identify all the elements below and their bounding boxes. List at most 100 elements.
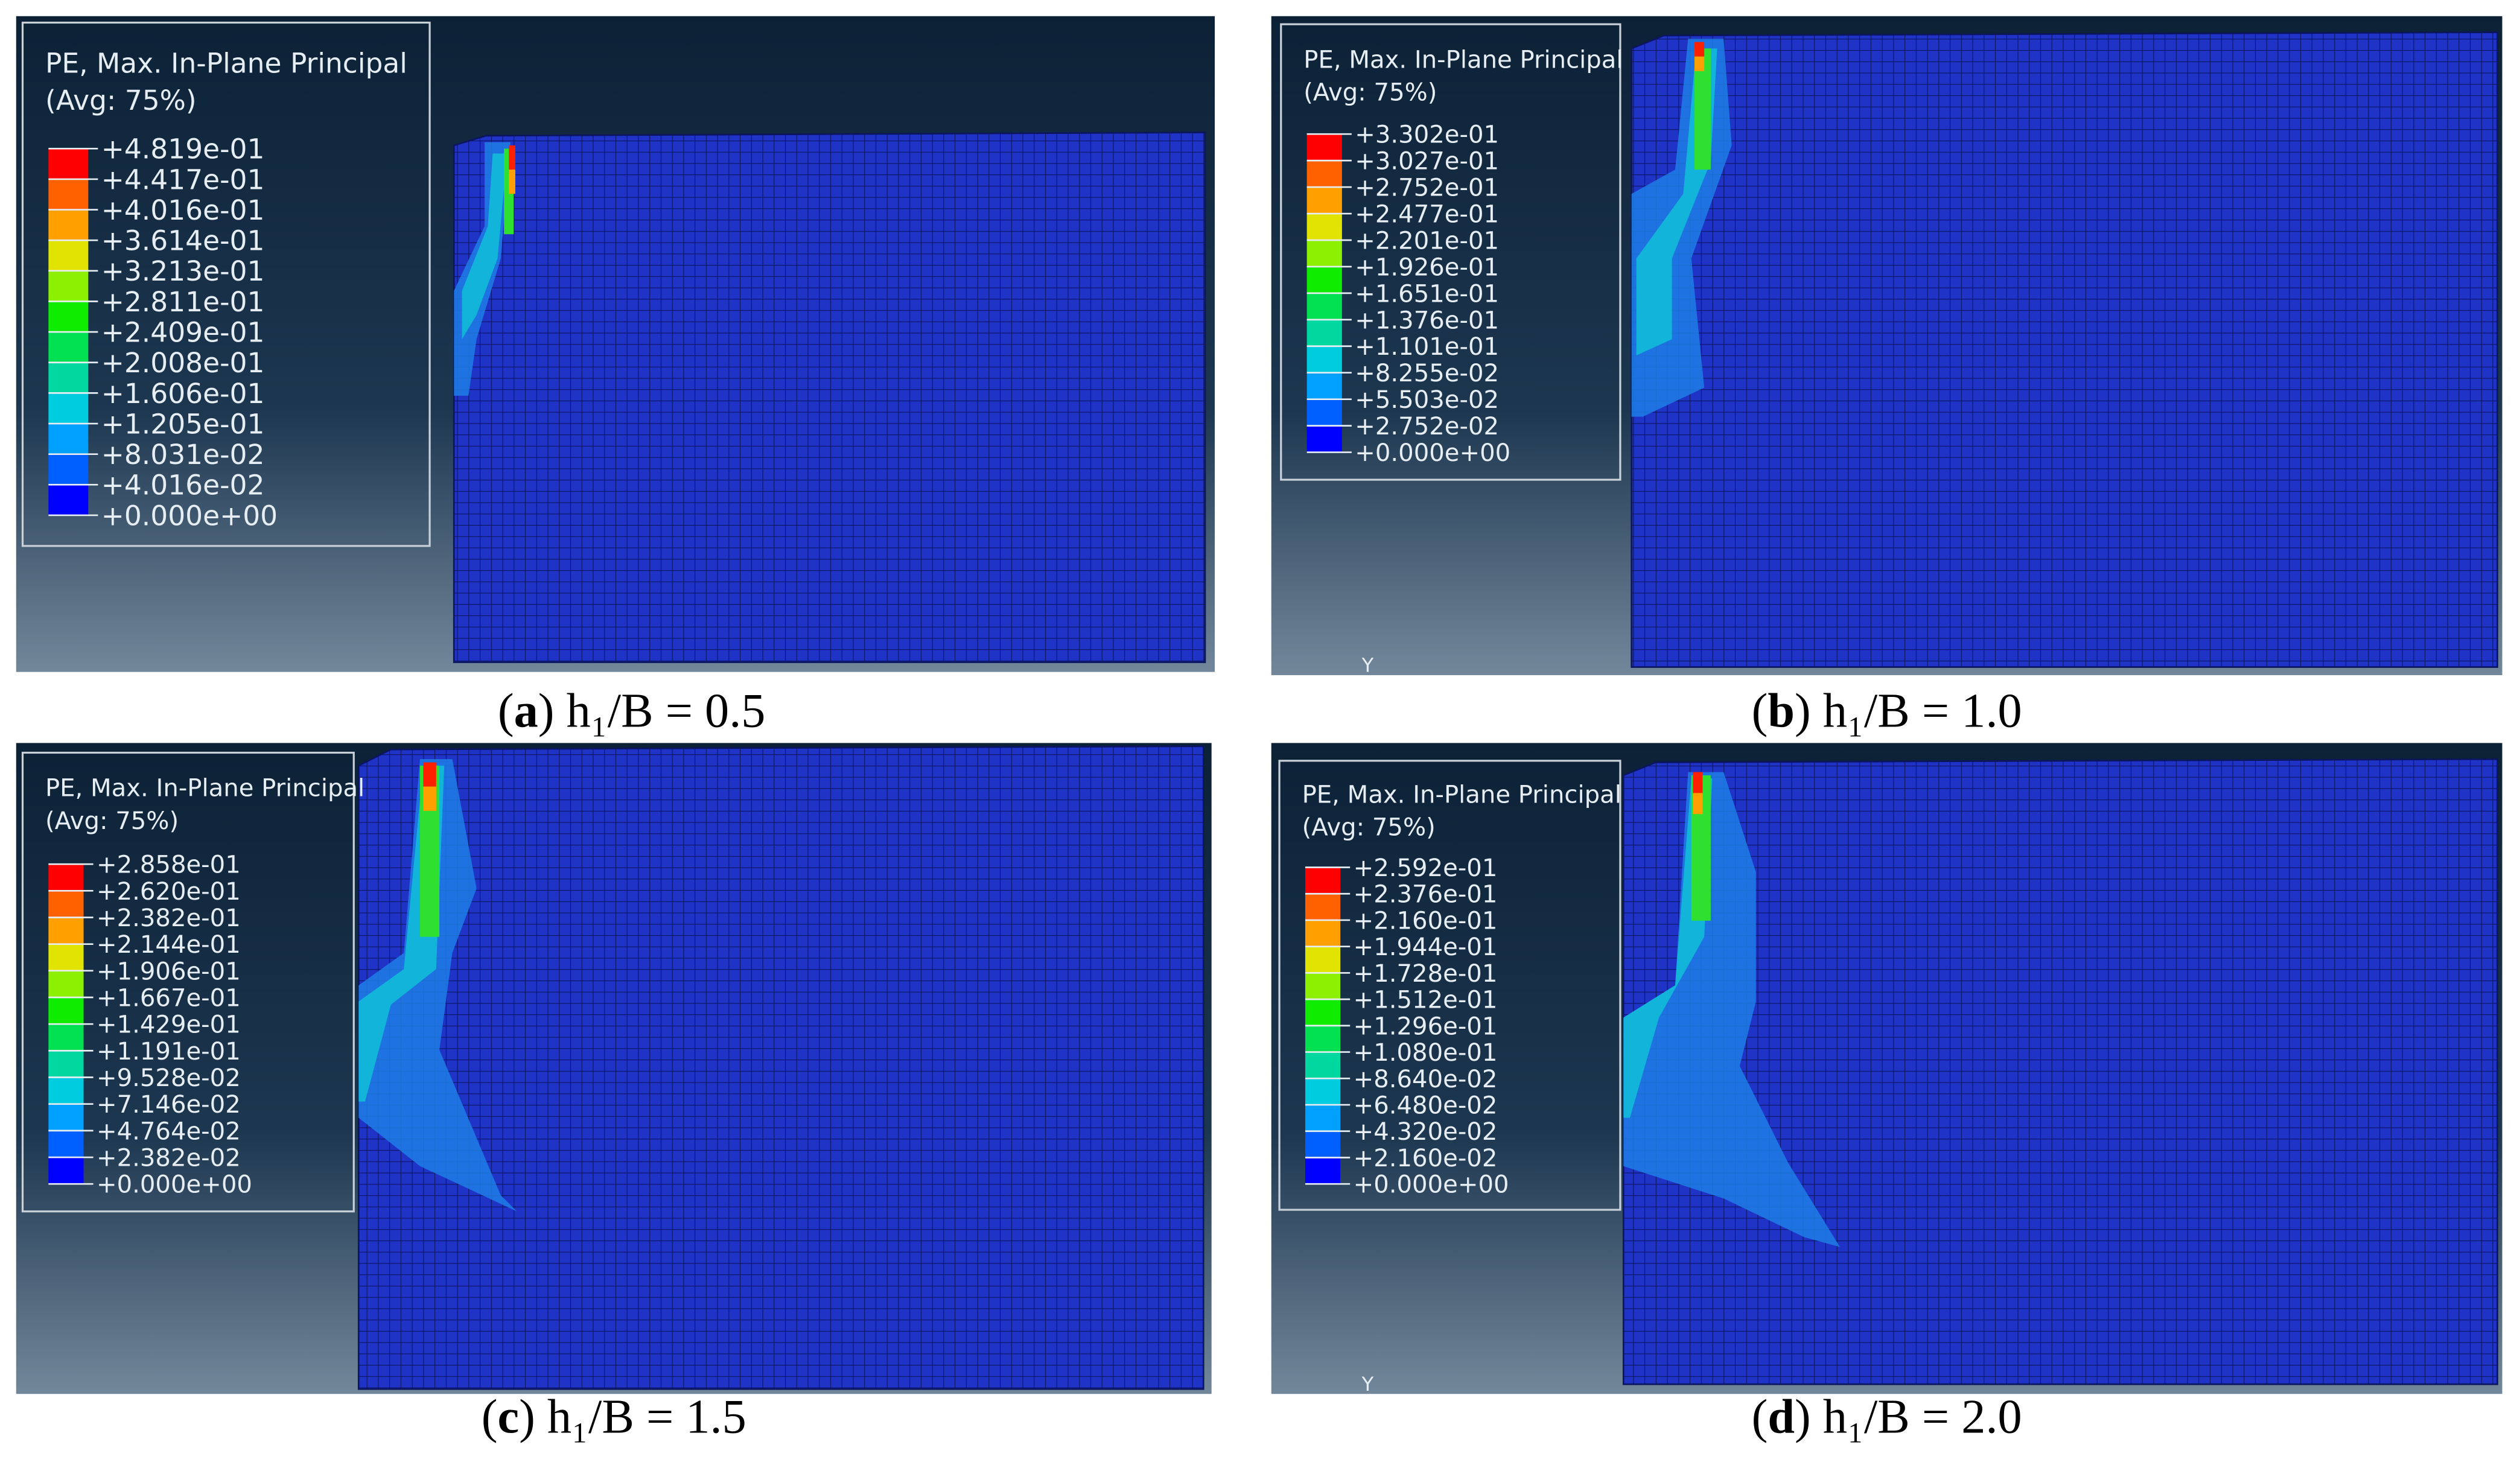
legend-level: +2.592e-01 — [1354, 854, 1498, 882]
legend-level: +2.477e-01 — [1355, 200, 1499, 228]
legend-level: +2.160e-02 — [1354, 1145, 1498, 1172]
caption-prefix: ( — [1752, 684, 1768, 738]
legend-level: +1.191e-01 — [97, 1038, 241, 1066]
legend-swatch — [48, 944, 84, 971]
mesh — [1631, 31, 2498, 668]
legend-swatch — [1305, 1078, 1341, 1105]
legend-level: +0.000e+00 — [1354, 1171, 1509, 1199]
mesh — [1622, 758, 2498, 1385]
legend-level: +2.409e-01 — [101, 317, 265, 349]
legend-title: PE, Max. In-Plane Principal — [45, 775, 364, 802]
legend-level: +4.320e-02 — [1354, 1118, 1498, 1146]
legend-level: +4.016e-01 — [101, 194, 265, 226]
legend-swatch — [1305, 1157, 1341, 1184]
legend-title: PE, Max. In-Plane Principal — [1303, 46, 1623, 74]
legend-level: +3.302e-01 — [1355, 121, 1499, 149]
legend-swatch — [48, 485, 89, 515]
legend-swatch — [48, 1157, 84, 1184]
legend-level: +2.160e-01 — [1354, 907, 1498, 935]
legend-swatch — [48, 970, 84, 998]
legend-swatch — [48, 891, 84, 918]
legend-swatch — [48, 332, 89, 363]
legend-swatch — [1305, 1131, 1341, 1158]
caption-text: ) h₁/B = 1.0 — [1795, 684, 2022, 738]
caption-prefix: ( — [1752, 1390, 1768, 1443]
legend-swatch — [48, 864, 84, 891]
legend-swatch — [48, 179, 89, 210]
legend-level: +2.752e-02 — [1355, 413, 1499, 440]
legend-swatch — [48, 1104, 84, 1131]
legend-level: +0.000e+00 — [1355, 439, 1510, 467]
panel: PE, Max. In-Plane Principal (Avg: 75%) +2.… — [1271, 743, 2502, 1443]
plastic-zone-high — [509, 170, 515, 194]
legend-swatch — [48, 1077, 84, 1104]
legend-level: +0.000e+00 — [101, 500, 278, 532]
panel: PE, Max. In-Plane Principal (Avg: 75%) +4.… — [16, 16, 1215, 738]
legend-swatch — [48, 1024, 84, 1051]
legend-average: (Avg: 75%) — [1303, 79, 1437, 107]
caption-prefix: ( — [498, 684, 514, 738]
legend-level: +1.906e-01 — [97, 958, 241, 985]
legend-swatch — [1306, 293, 1342, 320]
plastic-zone-max — [423, 762, 436, 787]
legend-level: +7.146e-02 — [97, 1091, 241, 1119]
legend-box — [1278, 760, 1621, 1211]
legend-level: +4.417e-01 — [101, 164, 265, 195]
plastic-zone-outer — [1623, 772, 1841, 1247]
legend-swatch — [1306, 160, 1342, 188]
caption-label: a — [514, 684, 538, 738]
legend-level: +2.382e-01 — [97, 904, 241, 932]
caption-text: ) h₁/B = 2.0 — [1795, 1390, 2022, 1443]
panel: PE, Max. In-Plane Principal (Avg: 75%) +3.… — [1271, 16, 2502, 738]
legend-level: +3.614e-01 — [101, 225, 265, 257]
legend-level: +9.528e-02 — [97, 1064, 241, 1092]
legend-level: +1.667e-01 — [97, 984, 241, 1012]
legend-swatch — [1305, 920, 1341, 947]
legend-swatch — [1306, 134, 1342, 161]
legend-swatch — [1305, 973, 1341, 1000]
plastic-zone-high — [1693, 793, 1703, 815]
legend-swatch — [48, 424, 89, 454]
legend-swatch — [1306, 399, 1342, 426]
legend-swatch — [48, 148, 89, 179]
legend-level: +1.512e-01 — [1354, 987, 1498, 1014]
legend-level: +1.944e-01 — [1354, 933, 1498, 961]
legend-swatch — [1306, 266, 1342, 293]
legend-level: +2.376e-01 — [1354, 881, 1498, 909]
triad-label: Y — [1361, 654, 1374, 677]
legend-swatch — [48, 270, 89, 302]
legend-level: +8.640e-02 — [1354, 1066, 1498, 1093]
legend-level: +3.027e-01 — [1355, 148, 1499, 176]
legend-level: +2.811e-01 — [101, 286, 265, 318]
legend-box — [1280, 23, 1621, 481]
legend-level: +2.620e-01 — [97, 878, 241, 906]
legend-level: +4.764e-02 — [97, 1117, 241, 1145]
legend-swatch — [1306, 214, 1342, 240]
legend-level: +1.926e-01 — [1355, 253, 1499, 281]
legend-swatch — [1305, 894, 1341, 920]
legend-swatch — [1306, 187, 1342, 214]
legend-level: +5.503e-02 — [1355, 386, 1499, 414]
legend-level: +2.752e-01 — [1355, 174, 1499, 202]
legend-level: +0.000e+00 — [97, 1171, 252, 1199]
legend-level: +1.080e-01 — [1354, 1039, 1498, 1067]
legend-level: +8.255e-02 — [1355, 360, 1499, 387]
plastic-zone-max — [1694, 42, 1705, 57]
plastic-zone-high — [1694, 56, 1705, 71]
legend-level: +1.651e-01 — [1355, 280, 1499, 308]
legend-swatch — [1306, 319, 1342, 346]
mesh — [453, 132, 1206, 663]
legend-swatch — [48, 997, 84, 1025]
legend-level: +3.213e-01 — [101, 255, 265, 287]
legend-level: +1.728e-01 — [1354, 960, 1498, 988]
legend-level: +2.144e-01 — [97, 931, 241, 959]
plastic-zone-inner — [462, 153, 508, 340]
plastic-zone-inner — [1623, 778, 1713, 1118]
legend-box — [21, 21, 431, 547]
legend-level: +1.205e-01 — [101, 408, 265, 440]
legend-level: +2.858e-01 — [97, 851, 241, 879]
legend-swatch — [1305, 1052, 1341, 1079]
legend-level: +1.429e-01 — [97, 1011, 241, 1039]
legend-swatch — [48, 240, 89, 271]
